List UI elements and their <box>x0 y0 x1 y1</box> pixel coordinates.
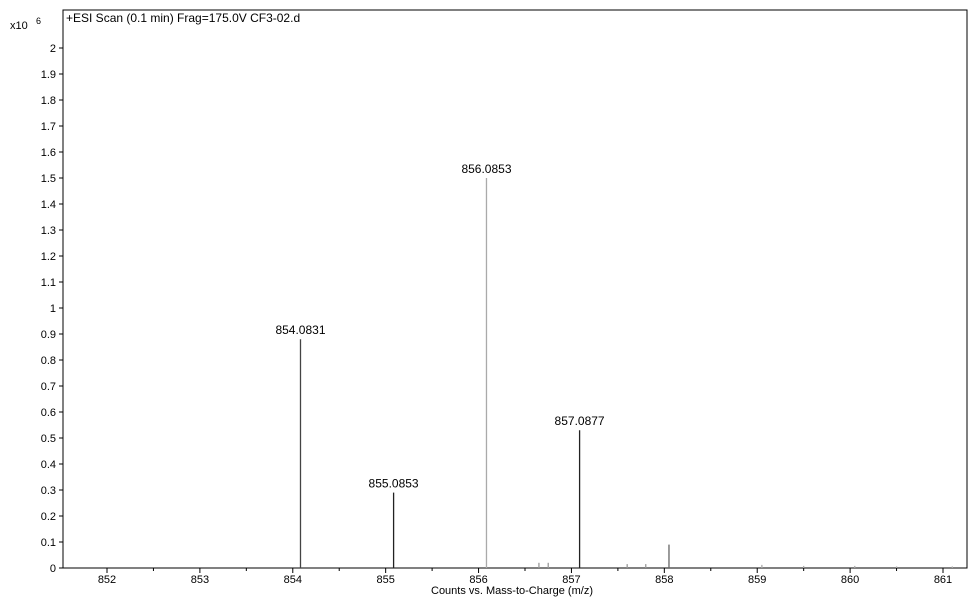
y-tick-label: 0.3 <box>41 485 56 497</box>
y-tick-label: 0 <box>50 563 56 575</box>
y-tick-label: 1.1 <box>41 277 56 289</box>
x-tick-label: 858 <box>655 574 673 586</box>
y-tick-label: 1 <box>50 303 56 315</box>
y-tick-label: 1.9 <box>41 69 56 81</box>
peak-label: 854.0831 <box>275 323 325 337</box>
x-axis-title: Counts vs. Mass-to-Charge (m/z) <box>431 585 593 597</box>
plot-frame <box>62 9 968 569</box>
y-tick-label: 1.3 <box>41 225 56 237</box>
y-tick-label: 1.4 <box>41 199 56 211</box>
y-multiplier-exponent: 6 <box>36 16 41 26</box>
y-tick-label: 2 <box>50 43 56 55</box>
peak-label: 856.0853 <box>461 162 511 176</box>
y-tick-label: 1.5 <box>41 173 56 185</box>
y-multiplier-label: x10 <box>10 20 28 32</box>
y-tick-label: 0.5 <box>41 433 56 445</box>
x-tick-label: 852 <box>98 574 116 586</box>
peak-label: 855.0853 <box>369 477 419 491</box>
y-tick-label: 1.6 <box>41 147 56 159</box>
y-tick-label: 1.7 <box>41 121 56 133</box>
y-tick-label: 0.7 <box>41 381 56 393</box>
x-tick-label: 855 <box>376 574 394 586</box>
y-tick-label: 0.8 <box>41 355 56 367</box>
x-tick-label: 856 <box>469 574 487 586</box>
y-tick-label: 0.4 <box>41 459 56 471</box>
peak-series: 854.0831 855.0853 856.0853 857.0877 <box>275 162 953 568</box>
y-tick-label: 0.6 <box>41 407 56 419</box>
x-tick-label: 861 <box>934 574 952 586</box>
x-tick-label: 860 <box>841 574 859 586</box>
x-tick-label: 853 <box>191 574 209 586</box>
peak-label: 857.0877 <box>555 414 605 428</box>
x-tick-label: 857 <box>562 574 580 586</box>
x-tick-label: 854 <box>284 574 302 586</box>
y-tick-label: 1.2 <box>41 251 56 263</box>
x-tick-label: 859 <box>748 574 766 586</box>
y-tick-label: 0.1 <box>41 537 56 549</box>
y-tick-label: 0.2 <box>41 511 56 523</box>
y-tick-label: 1.8 <box>41 95 56 107</box>
y-axis: 0 0.1 0.2 0.3 0.4 0.5 0.6 0.7 0.8 0.9 1 1.1 1.2 1.3 1.… <box>41 43 63 575</box>
chart-title: +ESI Scan (0.1 min) Frag=175.0V CF3-02.d <box>66 11 300 25</box>
x-axis: 852 853 854 855 856 857 858 859 860 861 <box>98 568 952 586</box>
y-tick-label: 0.9 <box>41 329 56 341</box>
